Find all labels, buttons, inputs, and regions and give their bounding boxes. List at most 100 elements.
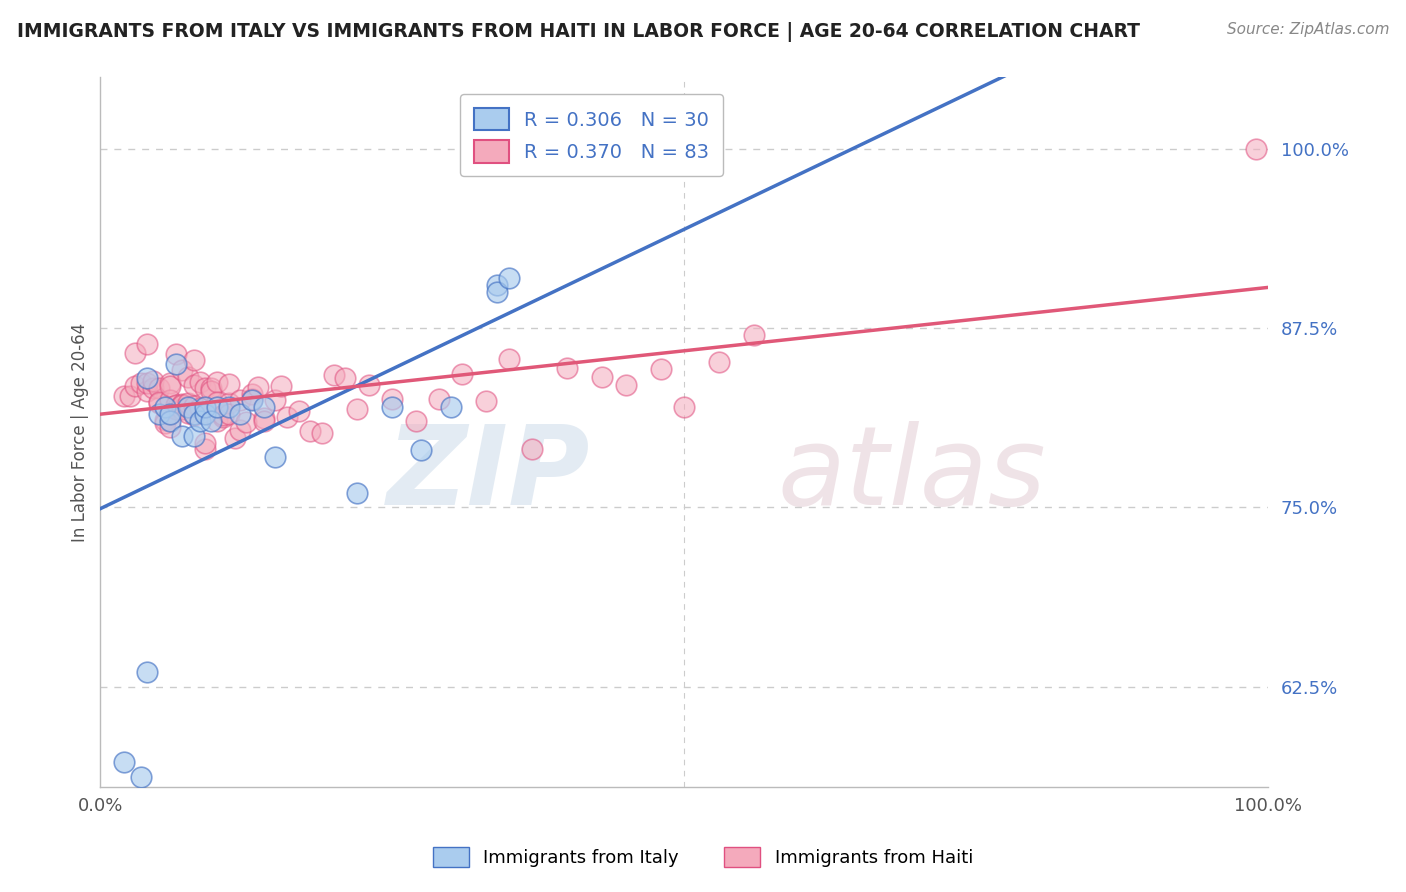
Point xyxy=(218,395,240,409)
Point xyxy=(218,400,240,414)
Point xyxy=(165,347,187,361)
Point xyxy=(142,382,165,396)
Point xyxy=(591,369,613,384)
Point xyxy=(411,443,433,458)
Point xyxy=(381,392,404,407)
Text: atlas: atlas xyxy=(778,421,1046,528)
Point xyxy=(136,384,159,398)
Point xyxy=(276,410,298,425)
Point xyxy=(240,392,263,407)
Point xyxy=(614,377,637,392)
Point xyxy=(129,770,152,784)
Point xyxy=(170,428,193,442)
Point xyxy=(346,486,368,500)
Point xyxy=(188,414,211,428)
Point xyxy=(148,407,170,421)
Text: IMMIGRANTS FROM ITALY VS IMMIGRANTS FROM HAITI IN LABOR FORCE | AGE 20-64 CORREL: IMMIGRANTS FROM ITALY VS IMMIGRANTS FROM… xyxy=(17,22,1140,42)
Point xyxy=(183,428,205,442)
Point xyxy=(357,378,380,392)
Point xyxy=(486,285,509,300)
Point xyxy=(183,407,205,421)
Point xyxy=(311,425,333,440)
Point xyxy=(253,414,276,428)
Text: Source: ZipAtlas.com: Source: ZipAtlas.com xyxy=(1226,22,1389,37)
Point xyxy=(264,392,287,407)
Point xyxy=(235,415,257,429)
Point xyxy=(159,393,181,408)
Point xyxy=(229,407,252,421)
Point xyxy=(439,400,461,414)
Point xyxy=(405,414,427,428)
Point xyxy=(205,400,228,414)
Legend: R = 0.306   N = 30, R = 0.370   N = 83: R = 0.306 N = 30, R = 0.370 N = 83 xyxy=(460,95,723,176)
Point xyxy=(159,414,181,428)
Point xyxy=(112,756,135,770)
Point xyxy=(212,409,235,423)
Point xyxy=(136,376,159,391)
Point xyxy=(148,381,170,395)
Point xyxy=(136,337,159,351)
Point xyxy=(1244,142,1267,156)
Text: ZIP: ZIP xyxy=(387,421,591,528)
Point xyxy=(194,405,217,419)
Point xyxy=(188,375,211,389)
Point xyxy=(650,362,672,376)
Point xyxy=(165,401,187,416)
Point xyxy=(165,398,187,412)
Point xyxy=(153,416,176,430)
Point xyxy=(299,424,322,438)
Point xyxy=(136,371,159,385)
Point xyxy=(170,363,193,377)
Point xyxy=(707,354,730,368)
Point xyxy=(264,450,287,465)
Point xyxy=(124,346,146,360)
Point xyxy=(183,353,205,368)
Point xyxy=(159,419,181,434)
Point xyxy=(142,374,165,388)
Point xyxy=(253,411,276,425)
Point xyxy=(205,375,228,389)
Point xyxy=(188,401,211,416)
Point xyxy=(129,376,152,391)
Point xyxy=(218,377,240,392)
Point xyxy=(124,379,146,393)
Point xyxy=(194,435,217,450)
Point xyxy=(522,442,544,456)
Point xyxy=(148,395,170,409)
Point xyxy=(183,399,205,413)
Point xyxy=(159,407,181,421)
Point xyxy=(170,397,193,411)
Point xyxy=(183,377,205,392)
Point xyxy=(555,360,578,375)
Point xyxy=(322,368,344,383)
Point xyxy=(118,389,141,403)
Point xyxy=(194,400,217,414)
Point xyxy=(498,352,520,367)
Point xyxy=(451,367,474,381)
Point xyxy=(194,442,217,457)
Point xyxy=(165,357,187,371)
Point xyxy=(177,370,200,384)
Point xyxy=(177,406,200,420)
Point xyxy=(159,376,181,391)
Legend: Immigrants from Italy, Immigrants from Haiti: Immigrants from Italy, Immigrants from H… xyxy=(426,839,980,874)
Point xyxy=(200,382,222,396)
Point xyxy=(427,392,450,407)
Point xyxy=(200,414,222,428)
Point xyxy=(229,423,252,437)
Point xyxy=(183,408,205,422)
Point xyxy=(346,401,368,416)
Point xyxy=(153,412,176,426)
Point xyxy=(212,410,235,425)
Point xyxy=(194,407,217,421)
Point xyxy=(498,271,520,285)
Point xyxy=(218,407,240,421)
Point xyxy=(170,402,193,417)
Point xyxy=(474,393,496,408)
Point xyxy=(672,400,695,414)
Point xyxy=(205,395,228,409)
Point xyxy=(240,387,263,401)
Point xyxy=(159,379,181,393)
Point xyxy=(200,384,222,399)
Point xyxy=(177,400,200,414)
